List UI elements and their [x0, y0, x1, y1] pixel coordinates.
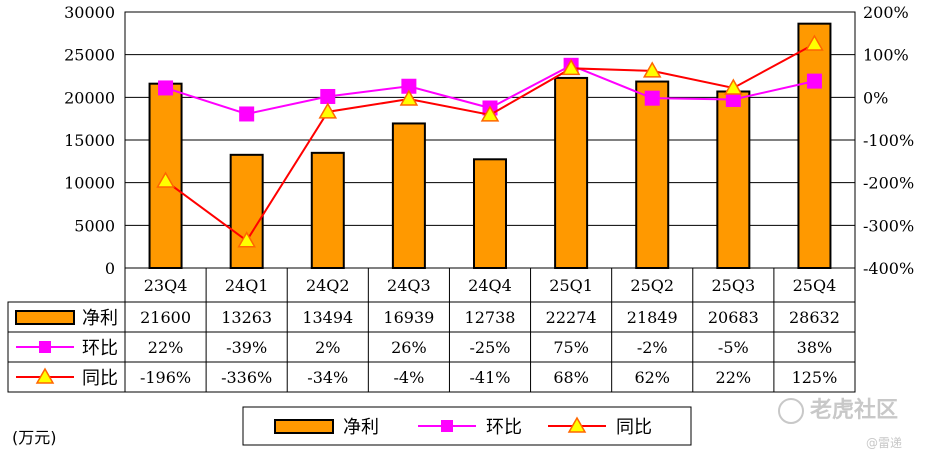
table-cell: -336% [221, 368, 272, 387]
category-label: 23Q4 [144, 276, 188, 295]
legend-marker-bottom-1 [441, 420, 453, 432]
left-axis-tick-label: 10000 [64, 174, 115, 193]
bar-25Q2 [635, 80, 670, 269]
category-label: 24Q4 [468, 276, 512, 295]
bar-23Q4 [148, 82, 183, 270]
table-cell: -2% [637, 338, 668, 357]
bar-24Q3 [391, 122, 426, 269]
left-axis-tick-label: 15000 [64, 131, 115, 150]
legend-marker-1 [39, 341, 51, 353]
point-1-25Q4 [806, 73, 822, 89]
legend-label-0: 净利 [343, 417, 379, 438]
legend-label-1: 环比 [486, 417, 522, 438]
table-cell: 20683 [708, 308, 759, 327]
data-table [7, 301, 856, 393]
point-2-24Q1 [237, 231, 256, 248]
point-2-25Q3 [724, 78, 743, 95]
table-cell: 13494 [302, 308, 353, 327]
table-cell: 38% [797, 338, 833, 357]
table-cell: -41% [470, 368, 511, 387]
legend-key-0 [15, 310, 75, 325]
table-cell: 22% [148, 338, 184, 357]
table-cell: 26% [391, 338, 427, 357]
left-axis-tick-label: 25000 [64, 46, 115, 65]
table-cell: 62% [634, 368, 670, 387]
right-axis-tick-label: 0% [863, 88, 888, 107]
table-cell: 68% [553, 368, 589, 387]
right-axis-tick-label: -400% [863, 259, 914, 278]
category-label: 25Q2 [630, 276, 674, 295]
watermark-sub: @雷递 [866, 436, 903, 450]
table-series-name-2: 同比 [82, 368, 118, 389]
point-2-24Q3 [399, 89, 419, 106]
point-2-24Q2 [318, 102, 338, 119]
point-1-24Q1 [239, 106, 255, 122]
category-label: 24Q1 [225, 276, 269, 295]
right-axis-tick-label: -200% [863, 174, 914, 193]
table-cell: 75% [553, 338, 589, 357]
table-cell: -25% [470, 338, 511, 357]
table-cell: 21600 [140, 308, 191, 327]
category-label: 24Q3 [387, 276, 431, 295]
bar-24Q4 [473, 158, 507, 269]
table-cell: 21849 [627, 308, 678, 327]
watermark-text: 老虎社区 [810, 398, 899, 423]
left-axis-tick-label: 30000 [64, 3, 115, 22]
watermark-logo-icon [778, 398, 804, 424]
legend-label-2: 同比 [616, 417, 652, 438]
table-cell: -39% [226, 338, 267, 357]
table-cell: 12738 [465, 308, 516, 327]
right-axis-tick-label: 100% [863, 46, 909, 65]
table-cell: -4% [393, 368, 424, 387]
category-label: 24Q2 [306, 276, 350, 295]
bar-24Q2 [310, 151, 345, 269]
table-cell: 2% [315, 338, 340, 357]
left-axis-tick-label: 5000 [74, 216, 115, 235]
category-label: 25Q4 [793, 276, 837, 295]
table-cell: -5% [718, 338, 749, 357]
table-cell: 16939 [383, 308, 434, 327]
right-axis-tick-label: -100% [863, 131, 914, 150]
point-1-23Q4 [158, 80, 174, 96]
unit-label: (万元) [12, 428, 57, 447]
table-cell: 22% [716, 368, 752, 387]
point-2-24Q4 [480, 105, 500, 122]
point-2-25Q2 [642, 61, 662, 78]
bar-25Q4 [797, 22, 832, 269]
point-2-25Q1 [561, 58, 581, 76]
table-cell: 125% [792, 368, 838, 387]
point-1-24Q2 [320, 88, 336, 104]
bar-24Q1 [229, 153, 264, 269]
watermark: 老虎社区 [778, 392, 898, 424]
right-axis-tick-label: 200% [863, 3, 909, 22]
table-cell: 13263 [221, 308, 272, 327]
table-series-name-1: 环比 [82, 338, 118, 359]
bar-25Q1 [554, 76, 589, 270]
legend-marker-2 [35, 367, 55, 384]
table-cell: -34% [307, 368, 348, 387]
table-cell: 22274 [546, 308, 597, 327]
left-axis-tick-label: 0 [105, 259, 115, 278]
point-2-25Q4 [805, 34, 824, 51]
point-1-25Q2 [644, 90, 660, 106]
table-cell: 28632 [789, 308, 840, 327]
legend-key-bottom-0 [274, 419, 334, 434]
legend-marker-bottom-2 [567, 416, 587, 433]
bar-25Q3 [716, 90, 751, 269]
category-label: 25Q1 [549, 276, 593, 295]
point-2-23Q4 [156, 171, 175, 188]
right-axis-tick-label: -300% [863, 216, 914, 235]
category-label: 25Q3 [712, 276, 756, 295]
table-series-name-0: 净利 [82, 308, 118, 329]
table-cell: -196% [140, 368, 191, 387]
left-axis-tick-label: 20000 [64, 88, 115, 107]
